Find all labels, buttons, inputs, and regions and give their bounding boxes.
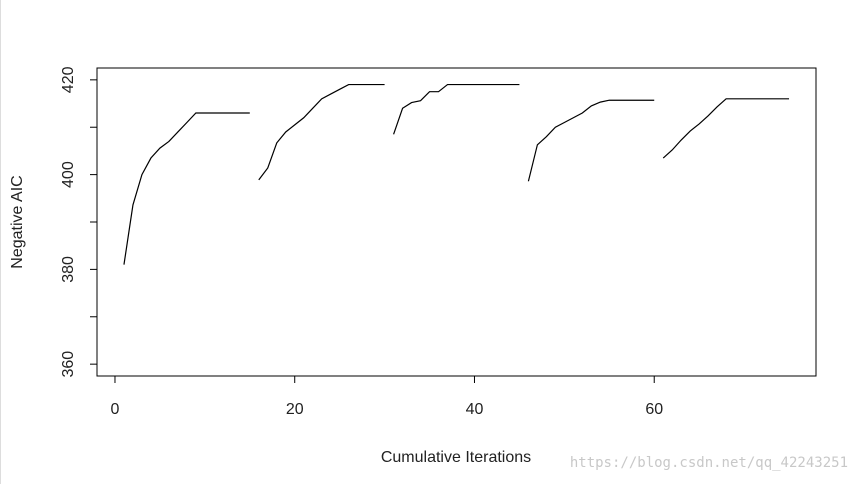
line-series bbox=[123, 112, 250, 265]
x-tick-label: 60 bbox=[645, 401, 663, 418]
y-tick-label: 380 bbox=[60, 256, 77, 283]
y-axis-label: Negative AIC bbox=[9, 175, 26, 268]
line-series bbox=[662, 98, 790, 159]
y-tick-label: 420 bbox=[60, 66, 77, 93]
line-series bbox=[527, 99, 655, 182]
y-tick-label: 360 bbox=[60, 351, 77, 378]
watermark: https://blog.csdn.net/qq_42243251 bbox=[570, 455, 848, 471]
plot-box bbox=[96, 67, 817, 377]
x-tick-label: 40 bbox=[466, 401, 484, 418]
x-tick-label: 20 bbox=[286, 401, 304, 418]
x-tick-label: 0 bbox=[111, 401, 120, 418]
y-tick-label: 400 bbox=[60, 161, 77, 188]
line-series bbox=[393, 83, 520, 135]
x-axis-label: Cumulative Iterations bbox=[381, 449, 531, 466]
line-series bbox=[258, 83, 385, 181]
